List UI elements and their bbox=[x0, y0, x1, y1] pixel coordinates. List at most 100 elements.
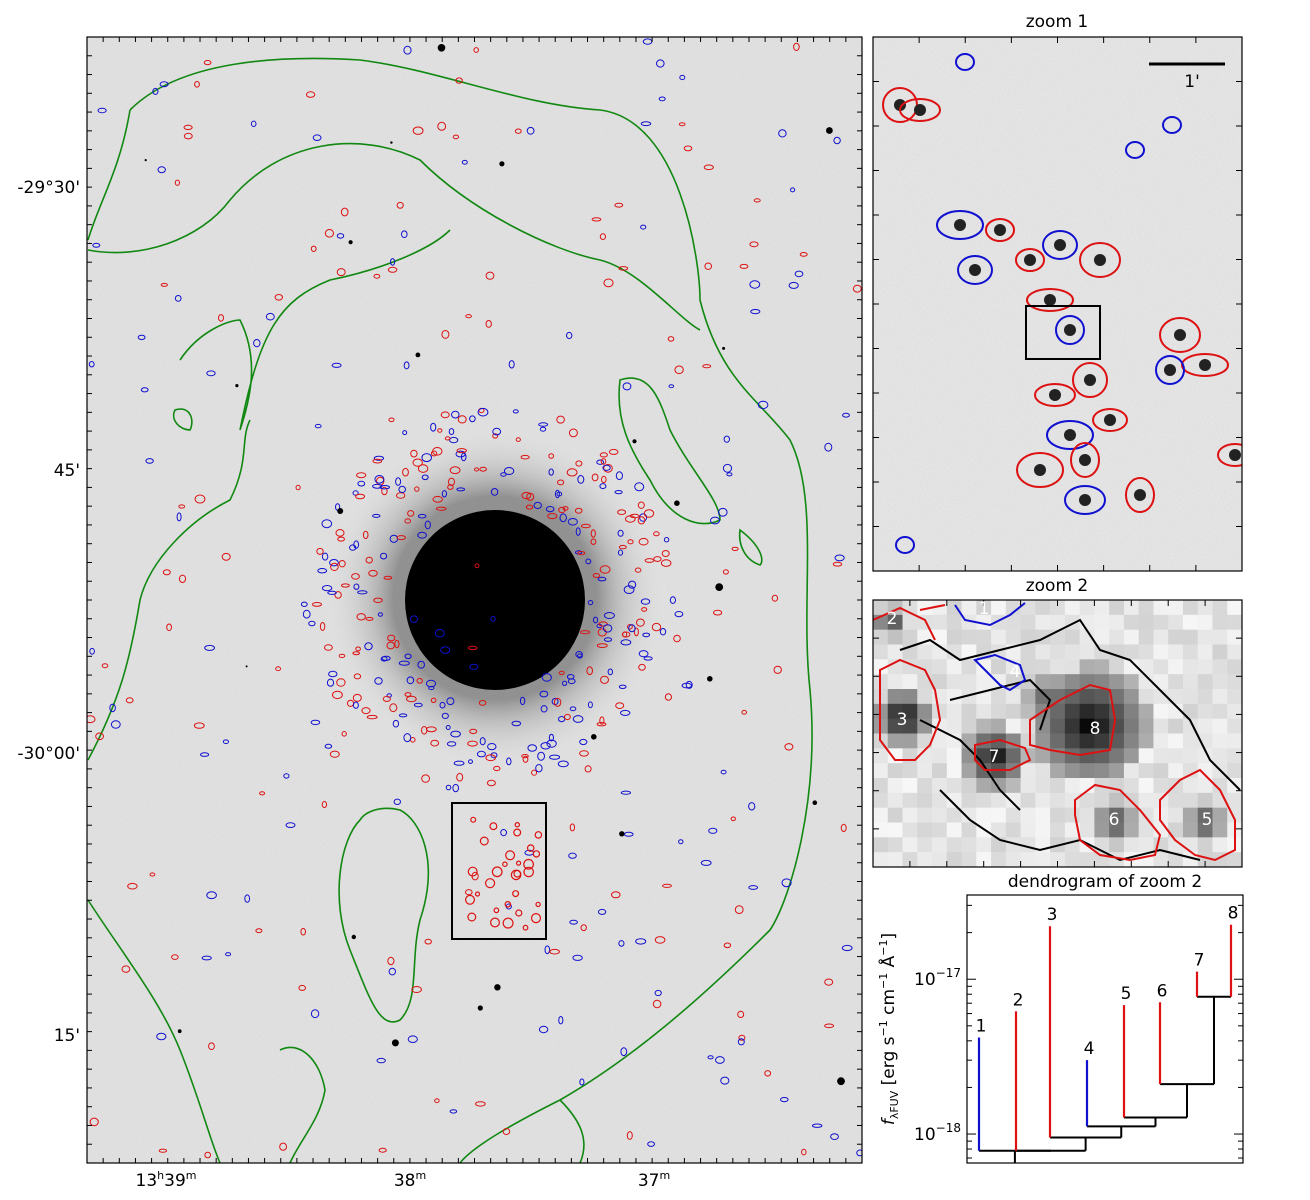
region-contour bbox=[608, 448, 619, 455]
region-contour bbox=[1181, 353, 1229, 377]
region-contour bbox=[642, 632, 651, 638]
region-contour bbox=[957, 255, 993, 285]
region-contour bbox=[158, 1148, 168, 1153]
region-contour bbox=[275, 666, 282, 672]
region-contour bbox=[781, 878, 792, 888]
dendrogram-panel: 1 2 3 4 5 6 7 8 10−18 10−17 fλFUV [erg s−1 cm−1 … bbox=[877, 894, 1244, 1164]
region-contour bbox=[502, 1128, 511, 1135]
star bbox=[632, 439, 637, 444]
region-contour bbox=[1042, 230, 1078, 260]
source-blob bbox=[1174, 329, 1186, 341]
region-contour bbox=[373, 597, 383, 603]
region-contour bbox=[618, 266, 629, 271]
region-contour bbox=[526, 126, 535, 135]
region-contour bbox=[357, 590, 368, 595]
region-contour bbox=[362, 530, 369, 540]
region-contour bbox=[538, 1025, 549, 1034]
region-contour bbox=[515, 860, 522, 866]
region-contour bbox=[662, 883, 672, 888]
region-contour bbox=[387, 956, 395, 966]
region-contour bbox=[633, 627, 639, 637]
region-contour bbox=[627, 624, 633, 630]
source-blob bbox=[1134, 489, 1146, 501]
region-contour bbox=[579, 750, 589, 757]
region-contour bbox=[600, 458, 607, 465]
region-contour bbox=[366, 714, 378, 720]
region-contour bbox=[546, 739, 557, 748]
region-contour bbox=[336, 678, 346, 687]
region-contour bbox=[194, 494, 206, 504]
region-contour bbox=[750, 309, 761, 315]
region-contour bbox=[312, 602, 322, 607]
star bbox=[722, 346, 726, 350]
region-contour bbox=[637, 501, 645, 509]
region-contour bbox=[474, 467, 479, 472]
region-contour bbox=[338, 653, 346, 659]
region-contour bbox=[491, 866, 503, 878]
region-contour bbox=[590, 538, 597, 545]
region-contour bbox=[572, 954, 583, 961]
ra-label: 38m bbox=[394, 1169, 426, 1191]
region-contour bbox=[467, 645, 478, 651]
region-contour bbox=[540, 705, 548, 713]
zoom2-title: zoom 2 bbox=[1026, 576, 1089, 596]
region-contour bbox=[899, 98, 941, 122]
region-contour bbox=[1046, 420, 1094, 450]
region-contour bbox=[539, 426, 547, 432]
region-contour bbox=[109, 703, 116, 713]
region-contour bbox=[372, 483, 383, 489]
region-contour bbox=[300, 927, 307, 936]
region-contour bbox=[389, 703, 398, 713]
region-contour bbox=[1072, 362, 1108, 398]
region-contour bbox=[1055, 315, 1085, 345]
region-contour bbox=[626, 1131, 633, 1140]
region-contour bbox=[622, 382, 632, 391]
region-contour bbox=[160, 282, 168, 287]
region-contour bbox=[629, 513, 640, 519]
region-contour bbox=[327, 590, 337, 595]
region-contour bbox=[222, 739, 229, 745]
region-contour bbox=[1162, 116, 1182, 134]
region-contour bbox=[329, 750, 340, 758]
region-contour bbox=[373, 455, 385, 461]
region-contour bbox=[121, 965, 131, 973]
region-contour bbox=[468, 759, 473, 764]
dendrogram-ylabel: fλFUV [erg s−1 cm−1 Å−1] bbox=[877, 933, 901, 1125]
region-contour bbox=[485, 320, 492, 328]
region-contour bbox=[414, 486, 420, 492]
region-contour bbox=[490, 488, 499, 496]
region-contour bbox=[703, 164, 714, 171]
region-contour bbox=[492, 427, 502, 436]
region-contour bbox=[757, 400, 769, 410]
region-contour bbox=[449, 436, 459, 444]
region-contour bbox=[383, 575, 393, 580]
region-contour bbox=[308, 620, 316, 627]
zoom2-box bbox=[1025, 305, 1101, 360]
region-contour bbox=[194, 81, 200, 88]
dendrogram-leaf-label: 1 bbox=[976, 1017, 987, 1037]
region-contour bbox=[575, 651, 583, 658]
region-contour bbox=[412, 458, 423, 467]
dendrogram-leaf-label: 2 bbox=[1013, 990, 1024, 1010]
star bbox=[707, 676, 713, 682]
region-label-5: 5 bbox=[1202, 810, 1213, 830]
region-contour bbox=[410, 449, 418, 458]
region-contour bbox=[456, 772, 464, 782]
region-contour bbox=[178, 504, 186, 509]
region-contour bbox=[394, 639, 400, 649]
region-contour bbox=[511, 720, 522, 727]
region-contour bbox=[404, 518, 412, 524]
star bbox=[351, 934, 356, 940]
region-contour bbox=[514, 128, 522, 134]
region-contour bbox=[599, 565, 611, 574]
region-contour bbox=[652, 999, 662, 1009]
dendrogram-leaf-label: 6 bbox=[1157, 981, 1168, 1001]
region-contour bbox=[101, 663, 109, 669]
region-contour bbox=[512, 890, 520, 898]
region-contour bbox=[208, 1042, 215, 1050]
region-contour bbox=[568, 428, 578, 438]
region-contour bbox=[486, 779, 496, 787]
region-contour bbox=[713, 609, 723, 616]
dendrogram-leaf-label: 8 bbox=[1228, 904, 1239, 924]
region-contour bbox=[430, 422, 437, 432]
